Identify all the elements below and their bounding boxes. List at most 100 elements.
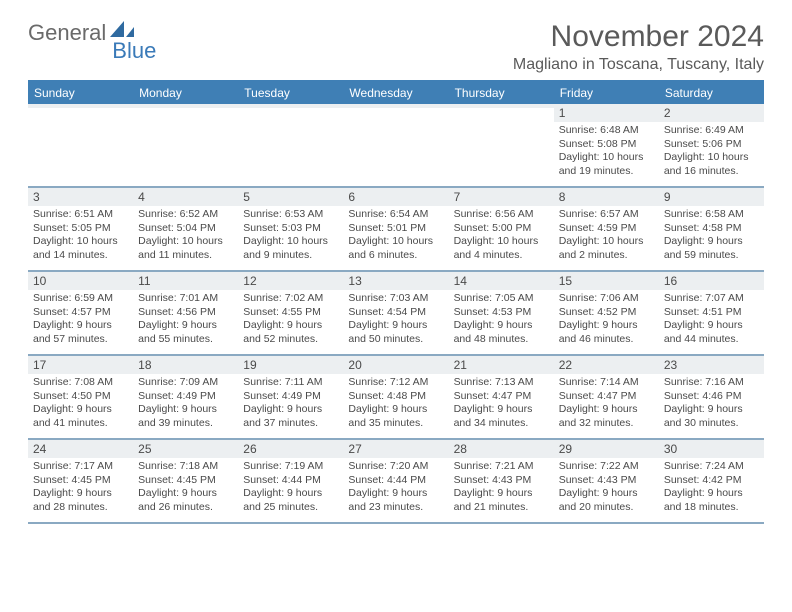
day-number: 8 [554, 188, 659, 206]
day-body: Sunrise: 6:48 AMSunset: 5:08 PMDaylight:… [554, 122, 659, 185]
day-line-day1: Daylight: 10 hours [243, 235, 338, 249]
day-line-day2: and 37 minutes. [243, 417, 338, 431]
day-line-day1: Daylight: 10 hours [559, 235, 654, 249]
day-line-day1: Daylight: 9 hours [33, 403, 128, 417]
day-number: 29 [554, 440, 659, 458]
day-cell [238, 104, 343, 186]
day-line-sunset: Sunset: 4:59 PM [559, 222, 654, 236]
calendar-grid: SundayMondayTuesdayWednesdayThursdayFrid… [28, 80, 764, 524]
day-line-sunset: Sunset: 4:44 PM [243, 474, 338, 488]
day-line-sunset: Sunset: 4:48 PM [348, 390, 443, 404]
day-line-sunrise: Sunrise: 7:02 AM [243, 292, 338, 306]
day-cell: 6Sunrise: 6:54 AMSunset: 5:01 PMDaylight… [343, 188, 448, 270]
day-number: 30 [659, 440, 764, 458]
weekday-header: Monday [133, 82, 238, 104]
day-line-sunrise: Sunrise: 7:03 AM [348, 292, 443, 306]
day-cell: 3Sunrise: 6:51 AMSunset: 5:05 PMDaylight… [28, 188, 133, 270]
day-cell: 14Sunrise: 7:05 AMSunset: 4:53 PMDayligh… [449, 272, 554, 354]
day-line-day1: Daylight: 9 hours [348, 403, 443, 417]
day-line-day2: and 18 minutes. [664, 501, 759, 515]
day-cell: 18Sunrise: 7:09 AMSunset: 4:49 PMDayligh… [133, 356, 238, 438]
day-line-sunset: Sunset: 4:47 PM [454, 390, 549, 404]
day-line-day2: and 21 minutes. [454, 501, 549, 515]
day-number: 16 [659, 272, 764, 290]
day-number: 15 [554, 272, 659, 290]
day-cell: 4Sunrise: 6:52 AMSunset: 5:04 PMDaylight… [133, 188, 238, 270]
day-line-sunrise: Sunrise: 6:57 AM [559, 208, 654, 222]
day-line-sunrise: Sunrise: 7:20 AM [348, 460, 443, 474]
day-line-sunset: Sunset: 5:03 PM [243, 222, 338, 236]
day-cell: 25Sunrise: 7:18 AMSunset: 4:45 PMDayligh… [133, 440, 238, 522]
day-number: 17 [28, 356, 133, 374]
day-line-sunrise: Sunrise: 7:01 AM [138, 292, 233, 306]
day-cell: 27Sunrise: 7:20 AMSunset: 4:44 PMDayligh… [343, 440, 448, 522]
day-cell: 8Sunrise: 6:57 AMSunset: 4:59 PMDaylight… [554, 188, 659, 270]
day-body: Sunrise: 6:49 AMSunset: 5:06 PMDaylight:… [659, 122, 764, 185]
title-block: November 2024 Magliano in Toscana, Tusca… [513, 20, 764, 74]
day-body: Sunrise: 7:02 AMSunset: 4:55 PMDaylight:… [238, 290, 343, 353]
day-number: 11 [133, 272, 238, 290]
day-line-day2: and 44 minutes. [664, 333, 759, 347]
day-number: 28 [449, 440, 554, 458]
day-number: 7 [449, 188, 554, 206]
day-line-sunrise: Sunrise: 7:22 AM [559, 460, 654, 474]
day-body: Sunrise: 6:57 AMSunset: 4:59 PMDaylight:… [554, 206, 659, 269]
day-cell: 24Sunrise: 7:17 AMSunset: 4:45 PMDayligh… [28, 440, 133, 522]
day-line-day1: Daylight: 9 hours [454, 403, 549, 417]
day-body: Sunrise: 7:11 AMSunset: 4:49 PMDaylight:… [238, 374, 343, 437]
day-body: Sunrise: 7:21 AMSunset: 4:43 PMDaylight:… [449, 458, 554, 521]
day-cell: 26Sunrise: 7:19 AMSunset: 4:44 PMDayligh… [238, 440, 343, 522]
day-cell: 10Sunrise: 6:59 AMSunset: 4:57 PMDayligh… [28, 272, 133, 354]
day-number: 18 [133, 356, 238, 374]
day-line-sunrise: Sunrise: 6:51 AM [33, 208, 128, 222]
day-line-sunrise: Sunrise: 7:13 AM [454, 376, 549, 390]
day-cell: 28Sunrise: 7:21 AMSunset: 4:43 PMDayligh… [449, 440, 554, 522]
day-body: Sunrise: 6:51 AMSunset: 5:05 PMDaylight:… [28, 206, 133, 269]
week-row: 3Sunrise: 6:51 AMSunset: 5:05 PMDaylight… [28, 188, 764, 272]
day-body: Sunrise: 7:16 AMSunset: 4:46 PMDaylight:… [659, 374, 764, 437]
brand-logo: General Blue [28, 20, 156, 46]
day-cell: 17Sunrise: 7:08 AMSunset: 4:50 PMDayligh… [28, 356, 133, 438]
day-line-sunset: Sunset: 4:43 PM [454, 474, 549, 488]
day-line-sunset: Sunset: 4:57 PM [33, 306, 128, 320]
day-number: 12 [238, 272, 343, 290]
day-body: Sunrise: 7:01 AMSunset: 4:56 PMDaylight:… [133, 290, 238, 353]
weekday-header: Friday [554, 82, 659, 104]
day-line-day2: and 32 minutes. [559, 417, 654, 431]
day-line-day2: and 16 minutes. [664, 165, 759, 179]
day-number: 20 [343, 356, 448, 374]
day-line-day1: Daylight: 9 hours [33, 319, 128, 333]
day-line-sunset: Sunset: 4:56 PM [138, 306, 233, 320]
day-number: 23 [659, 356, 764, 374]
day-line-day2: and 9 minutes. [243, 249, 338, 263]
day-line-sunset: Sunset: 4:49 PM [138, 390, 233, 404]
weekday-header: Wednesday [343, 82, 448, 104]
logo-word-1: General [28, 20, 106, 46]
day-line-day1: Daylight: 9 hours [243, 403, 338, 417]
day-line-sunset: Sunset: 4:44 PM [348, 474, 443, 488]
week-row: 10Sunrise: 6:59 AMSunset: 4:57 PMDayligh… [28, 272, 764, 356]
day-cell: 7Sunrise: 6:56 AMSunset: 5:00 PMDaylight… [449, 188, 554, 270]
day-line-sunrise: Sunrise: 7:12 AM [348, 376, 443, 390]
day-cell: 22Sunrise: 7:14 AMSunset: 4:47 PMDayligh… [554, 356, 659, 438]
day-body: Sunrise: 6:58 AMSunset: 4:58 PMDaylight:… [659, 206, 764, 269]
day-line-day2: and 14 minutes. [33, 249, 128, 263]
day-line-day1: Daylight: 10 hours [348, 235, 443, 249]
day-line-day2: and 25 minutes. [243, 501, 338, 515]
day-line-day1: Daylight: 9 hours [243, 487, 338, 501]
day-body: Sunrise: 7:14 AMSunset: 4:47 PMDaylight:… [554, 374, 659, 437]
day-line-day1: Daylight: 9 hours [664, 403, 759, 417]
day-line-day1: Daylight: 9 hours [454, 487, 549, 501]
day-number: 1 [554, 104, 659, 122]
day-line-day1: Daylight: 9 hours [559, 487, 654, 501]
day-line-sunset: Sunset: 5:06 PM [664, 138, 759, 152]
day-line-sunset: Sunset: 4:51 PM [664, 306, 759, 320]
day-cell: 13Sunrise: 7:03 AMSunset: 4:54 PMDayligh… [343, 272, 448, 354]
day-line-sunset: Sunset: 4:53 PM [454, 306, 549, 320]
day-line-sunrise: Sunrise: 7:08 AM [33, 376, 128, 390]
day-line-day2: and 11 minutes. [138, 249, 233, 263]
day-cell: 11Sunrise: 7:01 AMSunset: 4:56 PMDayligh… [133, 272, 238, 354]
day-line-day1: Daylight: 10 hours [559, 151, 654, 165]
day-line-sunrise: Sunrise: 7:18 AM [138, 460, 233, 474]
day-line-day1: Daylight: 9 hours [243, 319, 338, 333]
